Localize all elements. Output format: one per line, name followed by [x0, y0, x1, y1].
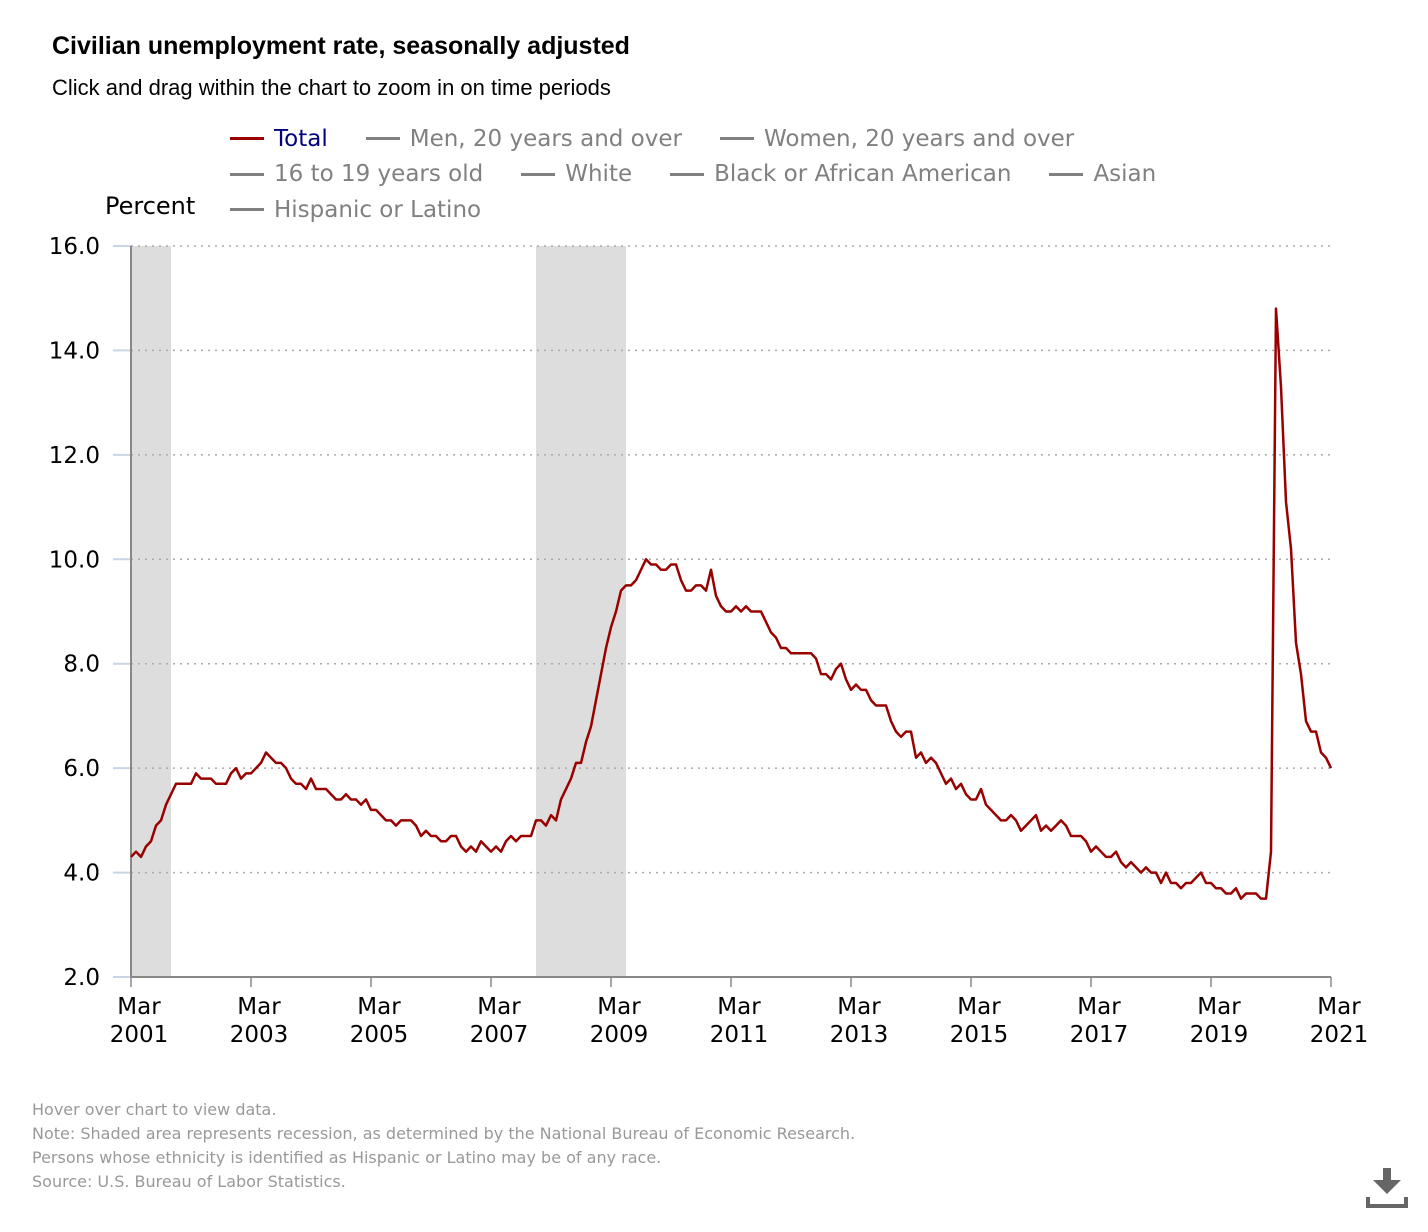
recession-band — [536, 246, 626, 977]
series-line-total — [130, 307, 1333, 900]
chart-subtitle: Click and drag within the chart to zoom … — [52, 75, 611, 100]
legend-swatch — [1049, 172, 1084, 176]
legend-label: Total — [274, 125, 328, 152]
x-tick-label-year: 2007 — [470, 1022, 529, 1048]
y-tick-label: 2.0 — [63, 965, 100, 991]
download-button[interactable] — [1366, 1166, 1408, 1208]
legend-swatch — [230, 137, 264, 140]
chart-title: Civilian unemployment rate, seasonally a… — [52, 32, 630, 60]
y-axis-label: Percent — [105, 192, 196, 220]
legend-label: 16 to 19 years old — [274, 161, 484, 187]
x-tick-label-month: Mar — [117, 994, 161, 1020]
x-tick-label-month: Mar — [957, 994, 1001, 1020]
legend-swatch — [521, 172, 556, 176]
legend-label: White — [565, 161, 633, 187]
legend-item[interactable]: Black or African American — [670, 159, 1011, 189]
y-tick-label: 6.0 — [63, 756, 100, 782]
y-tick-label: 4.0 — [63, 861, 100, 887]
recession-band — [131, 246, 171, 977]
x-tick-label-month: Mar — [477, 994, 521, 1020]
legend-label: Asian — [1093, 161, 1157, 187]
footer-line: Note: Shaded area represents recession, … — [32, 1124, 856, 1143]
x-tick-label-year: 2005 — [350, 1022, 409, 1048]
x-tick-label-year: 2001 — [110, 1022, 169, 1048]
y-tick-label: 14.0 — [49, 338, 100, 364]
x-tick-label-month: Mar — [1197, 994, 1241, 1020]
x-tick-label-month: Mar — [1317, 994, 1361, 1020]
legend-label: Hispanic or Latino — [274, 196, 482, 223]
y-tick-label: 16.0 — [49, 234, 100, 260]
footer-line: Persons whose ethnicity is identified as… — [32, 1148, 662, 1167]
legend-item[interactable]: Women, 20 years and over — [719, 124, 1075, 154]
legend-item[interactable]: 16 to 19 years old — [230, 159, 483, 189]
legend-item[interactable]: Asian — [1049, 159, 1156, 189]
legend-swatch — [719, 137, 754, 140]
x-tick-label-month: Mar — [357, 994, 401, 1020]
legend-label: Men, 20 years and over — [409, 125, 682, 152]
x-tick-label-year: 2015 — [950, 1022, 1009, 1048]
legend-swatch — [365, 137, 400, 140]
x-tick-label-month: Mar — [597, 994, 641, 1020]
legend-item[interactable]: Men, 20 years and over — [365, 124, 682, 154]
legend-swatch — [670, 172, 705, 176]
x-tick-label-year: 2013 — [830, 1022, 889, 1048]
x-tick-label-month: Mar — [837, 994, 881, 1020]
y-tick-label: 10.0 — [49, 547, 100, 573]
legend-swatch — [230, 172, 264, 176]
legend-item[interactable]: White — [521, 159, 632, 189]
x-tick-label-month: Mar — [237, 994, 281, 1020]
footer-line: Hover over chart to view data. — [32, 1100, 277, 1119]
x-tick-label-year: 2017 — [1070, 1022, 1129, 1048]
legend-label: Black or African American — [714, 161, 1012, 187]
x-tick-label-month: Mar — [1077, 994, 1121, 1020]
y-tick-label: 8.0 — [63, 652, 100, 678]
x-tick-label-year: 2019 — [1190, 1022, 1249, 1048]
legend: Total Men, 20 years and over Women, 20 yea… — [230, 118, 1230, 225]
legend-item[interactable]: Total — [230, 124, 328, 154]
download-icon — [1366, 1168, 1408, 1208]
legend-label: Women, 20 years and over — [763, 125, 1075, 152]
x-tick-label-year: 2021 — [1310, 1022, 1369, 1048]
x-tick-label-month: Mar — [717, 994, 761, 1020]
footer-notes: Hover over chart to view data. Note: Shad… — [32, 1098, 855, 1194]
y-tick-label: 12.0 — [49, 443, 100, 469]
legend-item[interactable]: Hispanic or Latino — [230, 195, 481, 225]
legend-swatch — [230, 208, 264, 211]
footer-line: Source: U.S. Bureau of Labor Statistics. — [32, 1172, 346, 1191]
x-tick-label-year: 2003 — [230, 1022, 289, 1048]
x-tick-label-year: 2011 — [710, 1022, 769, 1048]
x-tick-label-year: 2009 — [590, 1022, 649, 1048]
